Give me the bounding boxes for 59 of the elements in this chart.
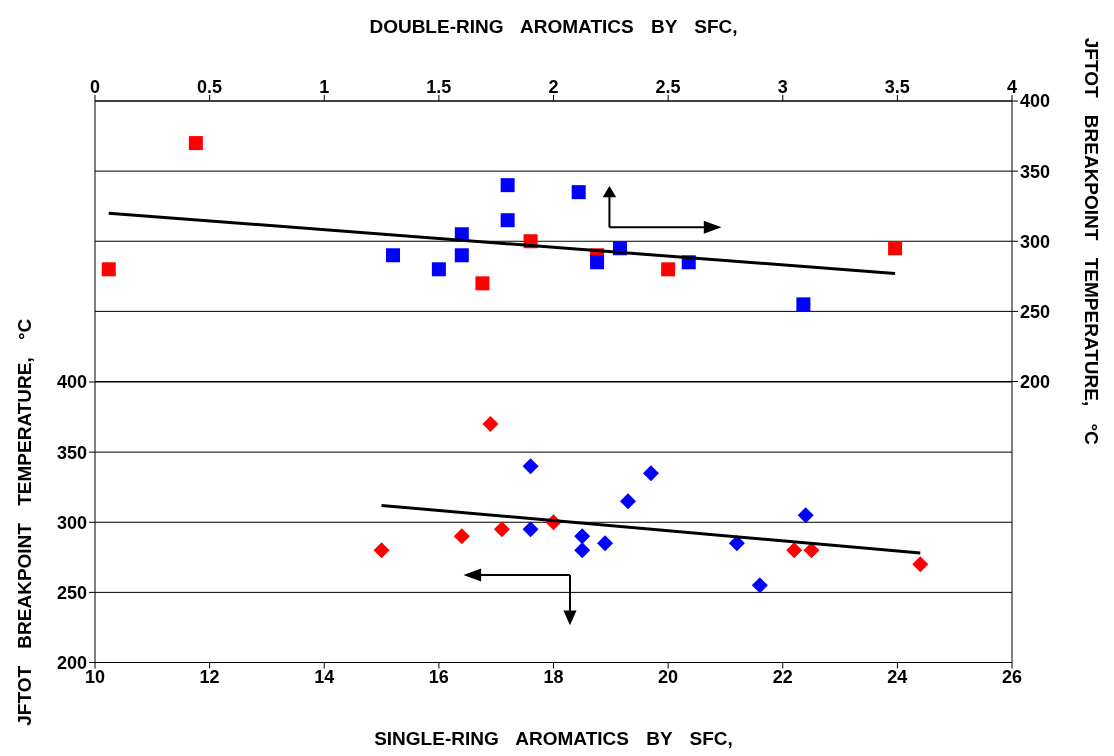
- point: [597, 534, 614, 551]
- y-tick-label: 350: [1020, 161, 1051, 182]
- y-axis-title: JFTOT BREAKPOINT TEMPERATURE, °C: [1081, 37, 1103, 446]
- x-tick-label: 16: [428, 666, 449, 687]
- x-tick-label: 0: [89, 77, 101, 97]
- point: [482, 415, 499, 432]
- point: [620, 492, 637, 509]
- x-tick-label: 24: [887, 666, 908, 687]
- point: [373, 541, 390, 558]
- y-tick-label: 400: [1020, 91, 1051, 112]
- x-tick-label: 26: [1001, 666, 1023, 687]
- point: [888, 241, 903, 256]
- x-tick-label: 18: [543, 666, 564, 687]
- point: [797, 506, 814, 523]
- y-tick-label: 200: [1020, 371, 1051, 392]
- point: [642, 464, 659, 481]
- x-axis-title: SINGLE-RING AROMATICS BY SFC,: [374, 727, 733, 748]
- x-tick-label: 4: [1006, 77, 1018, 97]
- point: [912, 555, 929, 572]
- y-axis-title: JFTOT BREAKPOINT TEMPERATURE, °C: [13, 317, 35, 726]
- point: [522, 520, 539, 537]
- point: [493, 520, 510, 537]
- point: [571, 185, 586, 200]
- x-tick-label: 3.5: [884, 77, 910, 97]
- point: [500, 178, 515, 193]
- point: [786, 541, 803, 558]
- x-tick-label: 0.5: [197, 77, 223, 97]
- y-tick-label: 400: [56, 371, 87, 392]
- point: [522, 457, 539, 474]
- point: [574, 541, 591, 558]
- x-tick-label: 20: [658, 666, 679, 687]
- point: [590, 255, 605, 270]
- y-tick-label: 250: [56, 582, 87, 603]
- x-axis-title: DOUBLE-RING AROMATICS BY SFC,: [369, 16, 738, 38]
- point: [188, 136, 203, 151]
- point: [574, 527, 591, 544]
- x-tick-label: 2: [548, 77, 559, 97]
- point: [751, 576, 768, 593]
- y-tick-label: 350: [56, 442, 87, 463]
- y-tick-label: 200: [56, 652, 87, 673]
- point: [386, 248, 401, 263]
- point: [431, 262, 446, 277]
- y-tick-label: 250: [1020, 301, 1051, 322]
- point: [475, 276, 490, 291]
- x-tick-label: 14: [314, 666, 335, 687]
- point: [500, 213, 515, 228]
- point: [454, 248, 469, 263]
- y-tick-label: 300: [1020, 231, 1051, 252]
- x-tick-label: 1: [319, 77, 330, 97]
- x-tick-label: 1.5: [426, 77, 452, 97]
- point: [101, 262, 116, 277]
- point: [661, 262, 676, 277]
- point: [796, 297, 811, 312]
- point: [453, 527, 470, 544]
- x-tick-label: 2.5: [655, 77, 681, 97]
- x-tick-label: 12: [199, 666, 220, 687]
- x-tick-label: 3: [777, 77, 788, 97]
- y-tick-label: 300: [56, 512, 87, 533]
- x-tick-label: 22: [772, 666, 793, 687]
